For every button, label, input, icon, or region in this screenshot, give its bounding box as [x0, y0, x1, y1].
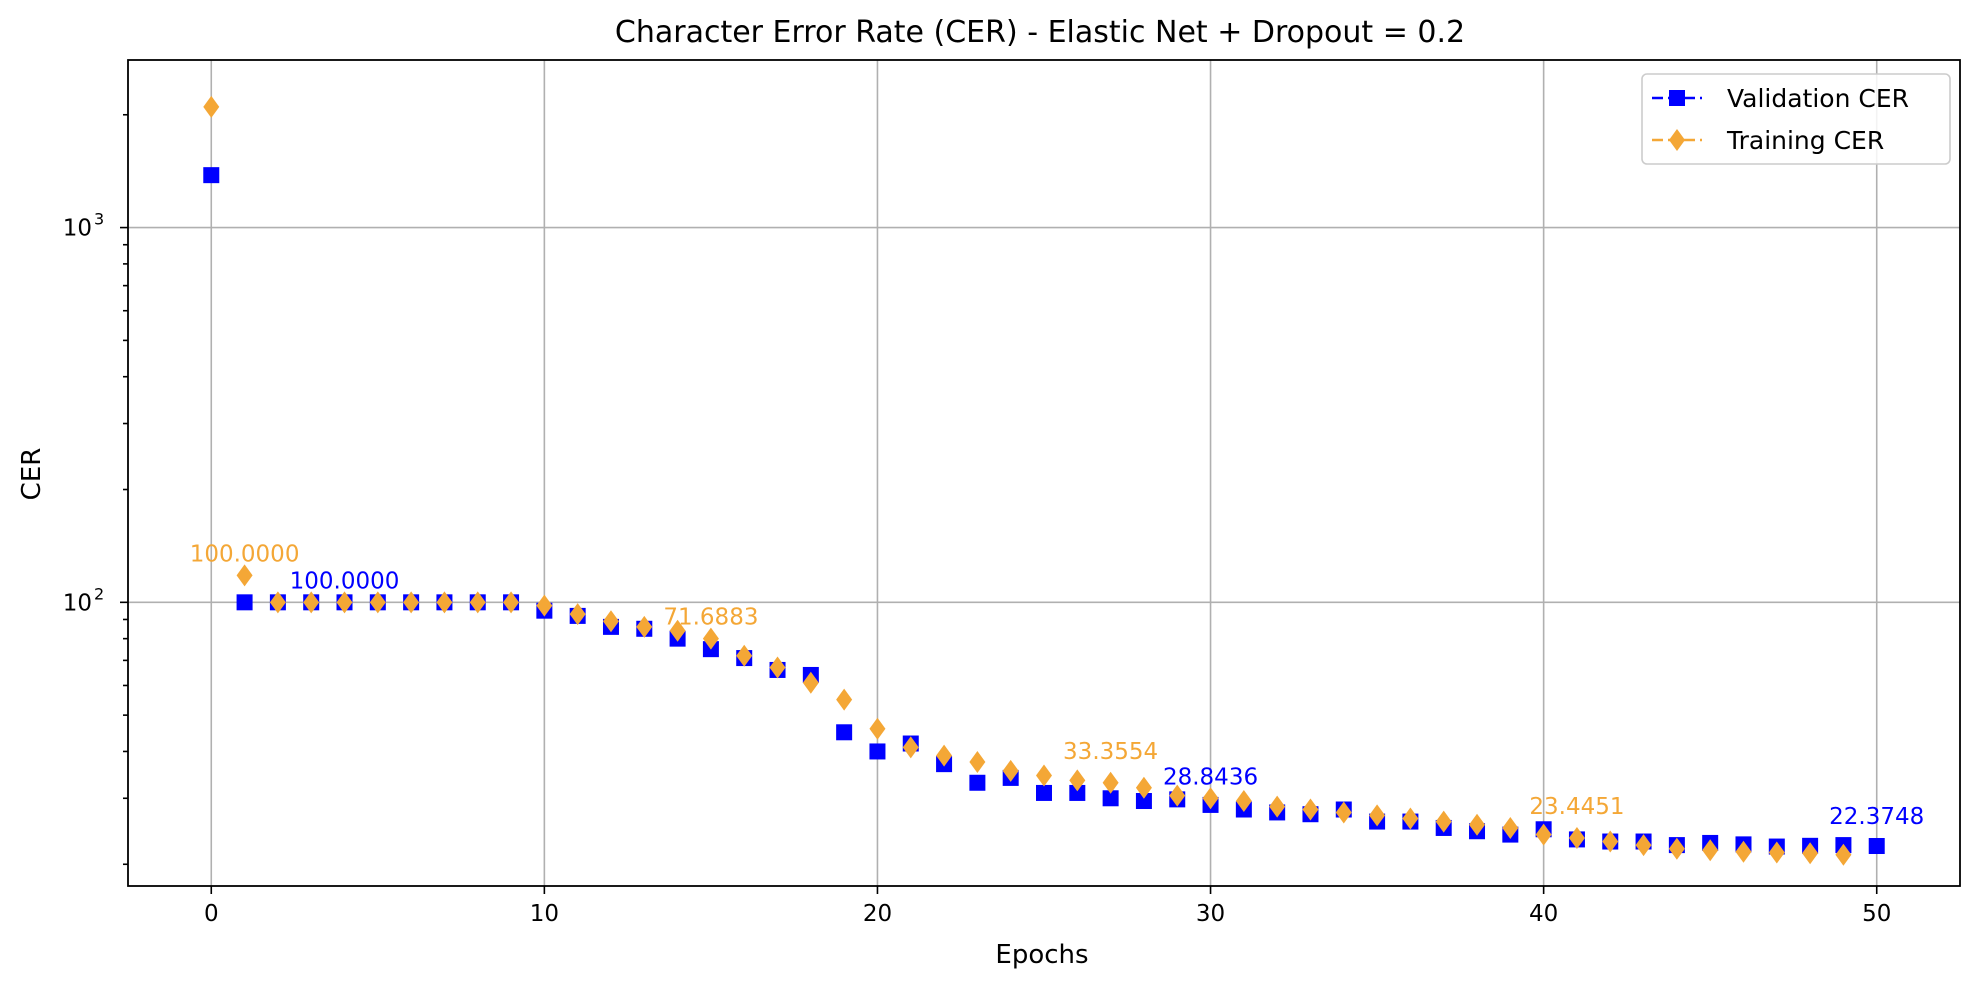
training-point: [669, 619, 686, 642]
y-tick-label: 10: [63, 590, 92, 616]
validation-point: [1135, 793, 1152, 810]
training-point: [1602, 830, 1619, 853]
series-training: [203, 95, 1852, 866]
training-point: [369, 591, 386, 614]
validation-point: [1036, 784, 1052, 801]
training-point: [1735, 840, 1752, 863]
data-annotation: 100.0000: [290, 568, 400, 594]
training-point: [269, 591, 286, 614]
legend-marker: [1669, 129, 1685, 151]
training-point: [1502, 816, 1519, 839]
training-point: [1002, 759, 1019, 782]
training-point: [1402, 807, 1419, 830]
training-point: [1768, 841, 1785, 864]
validation-point: [1069, 784, 1086, 801]
plot-frame: [127, 59, 1961, 887]
data-annotation: 22.3748: [1829, 804, 1924, 830]
series-validation: [203, 167, 1885, 855]
validation-point: [969, 774, 986, 791]
training-point: [702, 627, 719, 650]
y-axis-label: CER: [17, 448, 47, 501]
x-tick-label: 10: [530, 901, 559, 927]
data-annotation: 23.4451: [1529, 794, 1624, 820]
y-tick-exponent: 3: [94, 210, 104, 229]
training-point: [1335, 801, 1352, 824]
training-point: [736, 644, 753, 667]
training-point: [203, 95, 220, 118]
training-point: [869, 717, 886, 740]
training-point: [1435, 810, 1452, 833]
training-point: [1102, 771, 1119, 794]
training-point: [969, 750, 986, 773]
training-point: [1568, 827, 1585, 850]
validation-point: [1102, 790, 1119, 807]
training-point: [1535, 823, 1552, 846]
legend: Validation CER Training CER: [1641, 73, 1951, 165]
training-point: [536, 594, 553, 617]
training-point: [802, 671, 819, 694]
training-point: [1036, 764, 1052, 787]
training-point: [1635, 834, 1652, 857]
training-point: [503, 591, 520, 614]
x-axis-label: Epochs: [995, 940, 1088, 970]
data-annotation: 33.3554: [1063, 739, 1158, 765]
x-tick-label: 20: [863, 901, 892, 927]
training-point: [769, 656, 786, 679]
chart-title: Character Error Rate (CER) - Elastic Net…: [615, 15, 1465, 50]
training-point: [602, 610, 619, 633]
x-tick-label: 0: [204, 901, 219, 927]
training-point: [1835, 843, 1852, 866]
training-point: [636, 615, 653, 638]
series-layer: [203, 95, 1885, 866]
training-point: [1369, 804, 1386, 827]
training-point: [1302, 798, 1319, 821]
training-point: [1668, 837, 1685, 860]
x-tick-label: 50: [1862, 901, 1891, 927]
x-tick-label: 40: [1529, 901, 1558, 927]
training-point: [569, 603, 586, 626]
training-point: [1269, 795, 1286, 818]
training-point: [303, 591, 320, 614]
training-point: [1235, 790, 1252, 813]
training-point: [1169, 784, 1186, 807]
validation-point: [1868, 838, 1885, 855]
training-point: [236, 564, 253, 587]
training-point: [1802, 842, 1819, 865]
data-annotation: 28.8436: [1163, 764, 1258, 790]
training-point: [403, 591, 420, 614]
data-annotation: 71.6883: [663, 605, 758, 631]
grid: [128, 60, 1960, 886]
training-point: [836, 688, 853, 711]
validation-point: [203, 167, 220, 184]
y-tick-label: 10: [63, 216, 92, 242]
training-point: [1069, 769, 1086, 792]
training-point: [436, 591, 453, 614]
training-point: [1469, 813, 1486, 836]
training-point: [936, 744, 953, 767]
validation-point: [236, 594, 253, 611]
data-annotation: 100.0000: [190, 541, 300, 567]
training-point: [469, 591, 486, 614]
legend-label: Validation CER: [1727, 84, 1909, 113]
legend-label: Training CER: [1726, 126, 1884, 155]
validation-point: [869, 743, 886, 760]
legend-marker: [1669, 90, 1685, 106]
training-point: [1202, 787, 1219, 810]
x-tick-label: 30: [1196, 901, 1225, 927]
training-point: [902, 736, 919, 759]
training-point: [1135, 776, 1152, 799]
y-tick-exponent: 2: [94, 584, 104, 603]
legend-box: [1641, 73, 1951, 165]
training-point: [1702, 839, 1719, 862]
training-point: [336, 591, 353, 614]
validation-point: [836, 724, 853, 741]
